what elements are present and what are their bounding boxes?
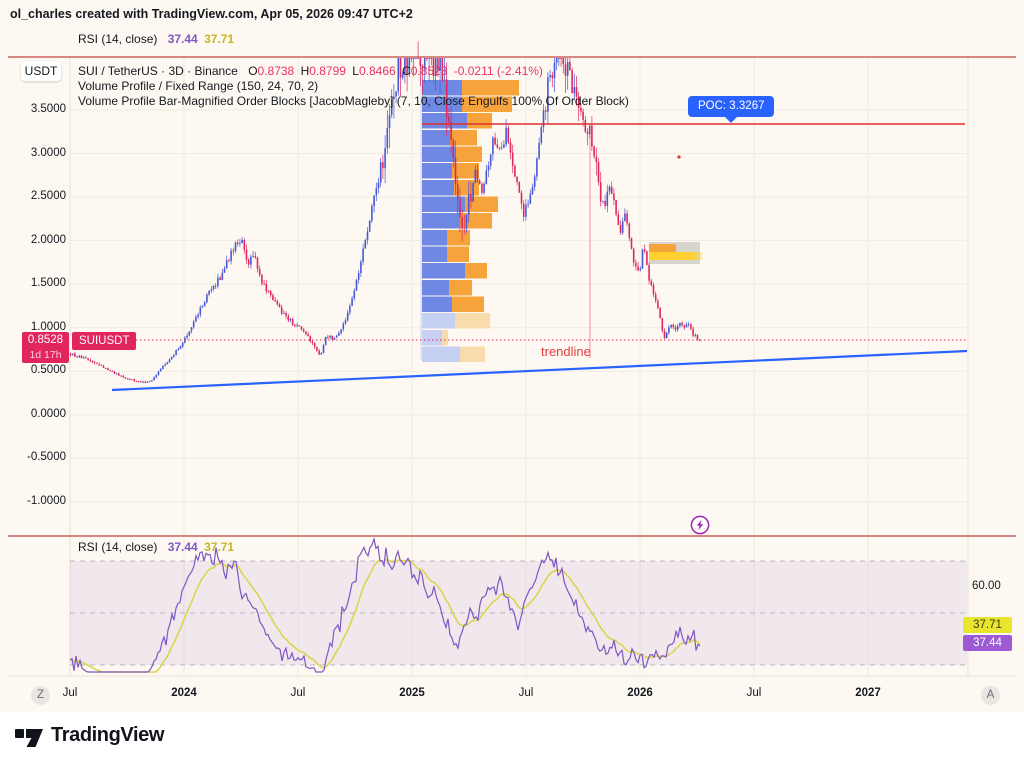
current-price-label[interactable]: 0.8528 1d 17h	[22, 332, 69, 363]
price-tick: -1.0000	[26, 494, 66, 507]
open-value: 0.8738	[257, 64, 295, 78]
time-tick: Jul	[290, 687, 306, 699]
timezone-button[interactable]: Z	[31, 686, 50, 705]
time-tick: Jul	[62, 687, 78, 699]
rsi-legend-top[interactable]: RSI (14, close) 37.44 37.71	[78, 32, 234, 46]
price-tick: 1.5000	[30, 277, 66, 290]
bar-countdown: 1d 17h	[29, 349, 62, 361]
rsi-ma-axis-label: 37.71	[963, 617, 1012, 633]
close-value: 0.8528	[410, 64, 448, 78]
rsi-value: 37.44	[167, 32, 198, 46]
rsi-pane-value: 37.44	[167, 540, 198, 554]
high-label: H	[300, 64, 310, 78]
current-price-value: 0.8528	[27, 334, 64, 346]
lightning-icon[interactable]	[690, 515, 710, 535]
bottom-strip: TradingView	[0, 712, 1024, 764]
auto-scale-button[interactable]: A	[981, 686, 1000, 705]
currency-axis-button[interactable]: USDT	[21, 61, 61, 81]
price-tick: 0.0000	[30, 407, 66, 420]
time-tick: 2024	[171, 687, 197, 699]
rsi-axis-label: 37.44	[963, 635, 1012, 651]
time-tick: 2027	[855, 687, 881, 699]
open-label: O	[248, 64, 258, 78]
rsi-pane-title: RSI (14, close)	[78, 540, 158, 554]
price-tick: 3.5000	[30, 103, 66, 115]
price-tick: 0.5000	[30, 364, 66, 377]
rsi-legend-pane[interactable]: RSI (14, close) 37.44 37.71	[78, 540, 234, 554]
high-value: 0.8799	[309, 64, 346, 78]
price-tick: 1.0000	[30, 320, 66, 333]
time-tick: Jul	[518, 687, 534, 699]
time-tick: 2026	[627, 687, 653, 699]
price-tick: 2.0000	[30, 233, 66, 246]
attribution-text: ol_charles created with TradingView.com,…	[10, 7, 413, 21]
low-label: L	[352, 64, 359, 78]
price-tick: 3.0000	[30, 146, 66, 159]
symbol-price-line-tag[interactable]: SUIUSDT	[72, 332, 137, 350]
tradingview-logo[interactable]: TradingView	[14, 722, 164, 748]
low-value: 0.8466	[358, 64, 396, 78]
tradingview-logo-icon	[15, 729, 43, 747]
time-tick: Jul	[746, 687, 762, 699]
trendline-drawing-label[interactable]: trendline	[541, 344, 591, 359]
rsi-pane-ma-value: 37.71	[204, 540, 235, 554]
time-tick: 2025	[399, 687, 425, 699]
price-tick: -0.5000	[26, 451, 66, 464]
rsi-ma-value: 37.71	[204, 32, 235, 46]
symbol-legend[interactable]: SUI / TetherUS · 3D · Binance O0.8738 H0…	[78, 64, 543, 78]
close-label: C	[402, 64, 411, 78]
rsi-title: RSI (14, close)	[78, 32, 158, 46]
indicator-legend-order-blocks[interactable]: Volume Profile Bar-Magnified Order Block…	[78, 94, 629, 108]
change-value: -0.0211 (-2.41%)	[453, 64, 543, 78]
indicator-legend-volume-profile[interactable]: Volume Profile / Fixed Range (150, 24, 7…	[78, 79, 319, 93]
symbol-title: SUI / TetherUS · 3D · Binance	[78, 64, 238, 78]
price-tick: 2.5000	[30, 190, 66, 203]
poc-price-label[interactable]: POC: 3.3267	[688, 96, 775, 123]
tradingview-wordmark: TradingView	[51, 723, 165, 746]
rsi-axis-tick: 60.00	[972, 580, 1001, 592]
